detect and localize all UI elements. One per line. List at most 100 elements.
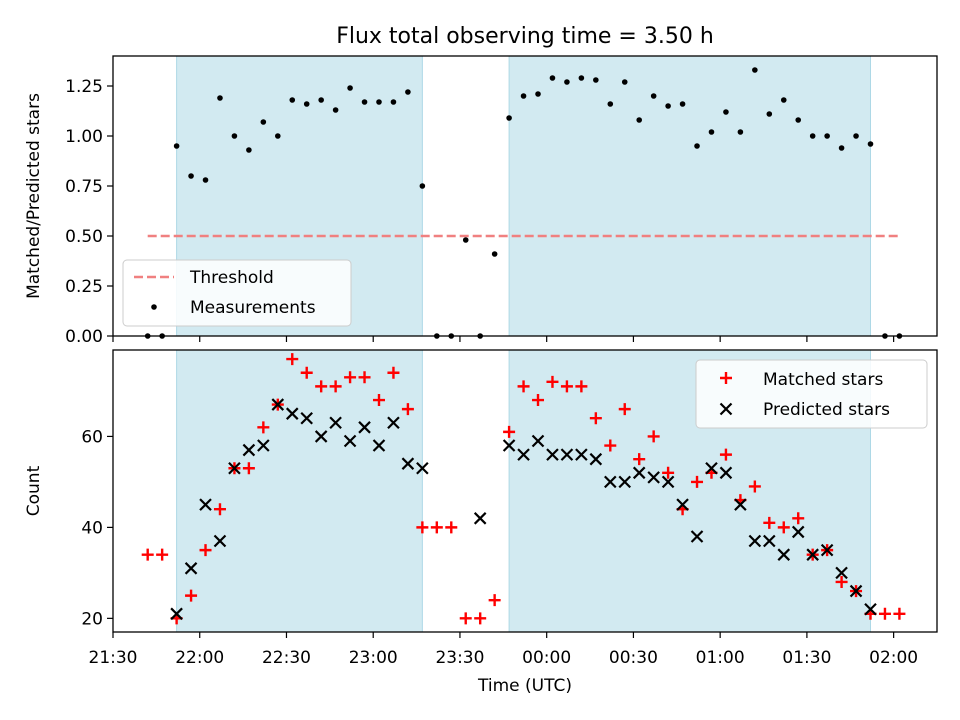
y-axis-label: Count: [24, 465, 44, 516]
measurement-point: [723, 109, 729, 115]
matched-star-point: [575, 380, 588, 393]
panel-counts: 20 40 60 21:30 22:00 22:30 23:00 23:30 00:00 00:3…: [24, 349, 938, 696]
measurement-point: [708, 129, 715, 135]
measurement-point: [390, 99, 397, 105]
matched-star-point: [604, 439, 617, 452]
x-tick-label: 23:30: [435, 648, 484, 668]
predicted-star-point: [184, 562, 198, 575]
shaded-interval: [508, 55, 872, 337]
matched-star-point: [503, 425, 516, 438]
predicted-star-point: [647, 471, 660, 484]
matched-star-point: [488, 594, 501, 607]
y-tick-label: 20: [81, 609, 103, 629]
panel-ratio: 0.00 0.25 0.50 0.75 1.00 1.25 Matched/Predicte…: [24, 55, 938, 347]
matched-star-point: [141, 548, 154, 561]
y-tick-label: 1.25: [65, 77, 103, 97]
predicted-star-point: [314, 430, 328, 443]
matched-star-point: [777, 521, 790, 534]
predicted-star-point: [661, 475, 675, 489]
axes-frame: [112, 55, 938, 337]
matched-star-point: [546, 375, 559, 388]
predicted-star-point: [372, 439, 386, 452]
shaded-interval: [176, 349, 423, 633]
measurement-point: [361, 99, 368, 105]
matched-star-point: [532, 394, 545, 407]
x-tick-label: 00:00: [522, 648, 571, 668]
measurement-point: [867, 141, 874, 147]
y-tick-label: 0.25: [65, 277, 103, 297]
x-tick-label: 22:00: [175, 648, 224, 668]
matched-star-point: [763, 516, 776, 529]
predicted-star-point: [300, 411, 313, 425]
measurement-point: [347, 85, 353, 91]
measurement-point: [318, 97, 324, 103]
x-tick-label: 01:00: [696, 648, 745, 668]
matched-star-point: [387, 366, 400, 379]
predicted-star-point: [734, 498, 747, 511]
measurement-point: [520, 93, 527, 99]
matched-star-point: [156, 548, 169, 561]
predicted-star-point: [763, 534, 776, 548]
predicted-star-point: [820, 543, 834, 557]
measurement-point: [275, 133, 281, 139]
predicted-star-point: [257, 439, 270, 452]
legend-label-predicted: Predicted stars: [763, 400, 890, 420]
predicted-star-point: [748, 534, 762, 548]
matched-star-point: [748, 480, 761, 493]
measurement-point: [564, 79, 570, 85]
measurement-point: [535, 91, 541, 97]
predicted-star-point: [676, 498, 689, 511]
matched-star-point: [517, 380, 530, 393]
y-tick-label: 0.75: [65, 177, 103, 197]
axes-frame: [112, 349, 938, 633]
matched-star-point: [647, 430, 660, 443]
matched-star-point: [893, 607, 906, 620]
matched-star-point: [372, 394, 385, 407]
legend-label-threshold: Threshold: [189, 268, 274, 288]
predicted-star-point: [170, 607, 183, 621]
matched-star-point: [344, 371, 357, 384]
measurement-point: [853, 133, 859, 139]
predicted-star-point: [531, 434, 545, 448]
legend-swatch-measurements: [151, 304, 157, 310]
measurement-point: [636, 117, 643, 123]
matched-star-point: [199, 544, 212, 557]
y-tick-label: 1.00: [65, 127, 103, 147]
matched-star-point: [459, 612, 472, 625]
y-tick-label: 60: [81, 427, 103, 447]
matched-star-point: [589, 412, 602, 425]
legend-label-matched: Matched stars: [763, 370, 883, 390]
predicted-star-point: [213, 534, 227, 548]
x-tick-label: 22:30: [262, 648, 311, 668]
measurement-point: [752, 67, 758, 73]
measurement-point: [173, 143, 180, 149]
x-tick-label: 01:30: [782, 648, 831, 668]
measurement-point: [289, 97, 296, 103]
measurement-point: [737, 129, 744, 135]
predicted-star-point: [502, 439, 516, 452]
y-tick-label: 40: [81, 518, 103, 538]
x-tick-label: 00:30: [609, 648, 658, 668]
legend-label-measurements: Measurements: [190, 298, 316, 318]
matched-star-point: [719, 448, 732, 461]
matched-star-point: [315, 380, 328, 393]
predicted-star-point: [473, 512, 487, 525]
predicted-star-point: [358, 421, 371, 434]
predicted-star-point: [271, 398, 285, 411]
predicted-star-point: [719, 466, 733, 480]
predicted-star-point: [589, 452, 603, 466]
measurement-point: [376, 99, 382, 105]
matched-star-point: [242, 462, 255, 475]
predicted-star-point: [806, 548, 819, 561]
predicted-star-point: [517, 448, 530, 461]
predicted-star-point: [849, 584, 863, 598]
measurement-point: [650, 93, 657, 99]
matched-star-point: [257, 421, 270, 434]
measurement-point: [217, 95, 223, 101]
y-tick-label: 0.50: [65, 227, 103, 247]
measurement-point: [246, 147, 252, 153]
measurement-point: [766, 111, 773, 117]
measurement-point: [679, 101, 686, 107]
legend-swatch-matched: [720, 372, 732, 384]
y-tick-label: 0.00: [65, 327, 103, 347]
